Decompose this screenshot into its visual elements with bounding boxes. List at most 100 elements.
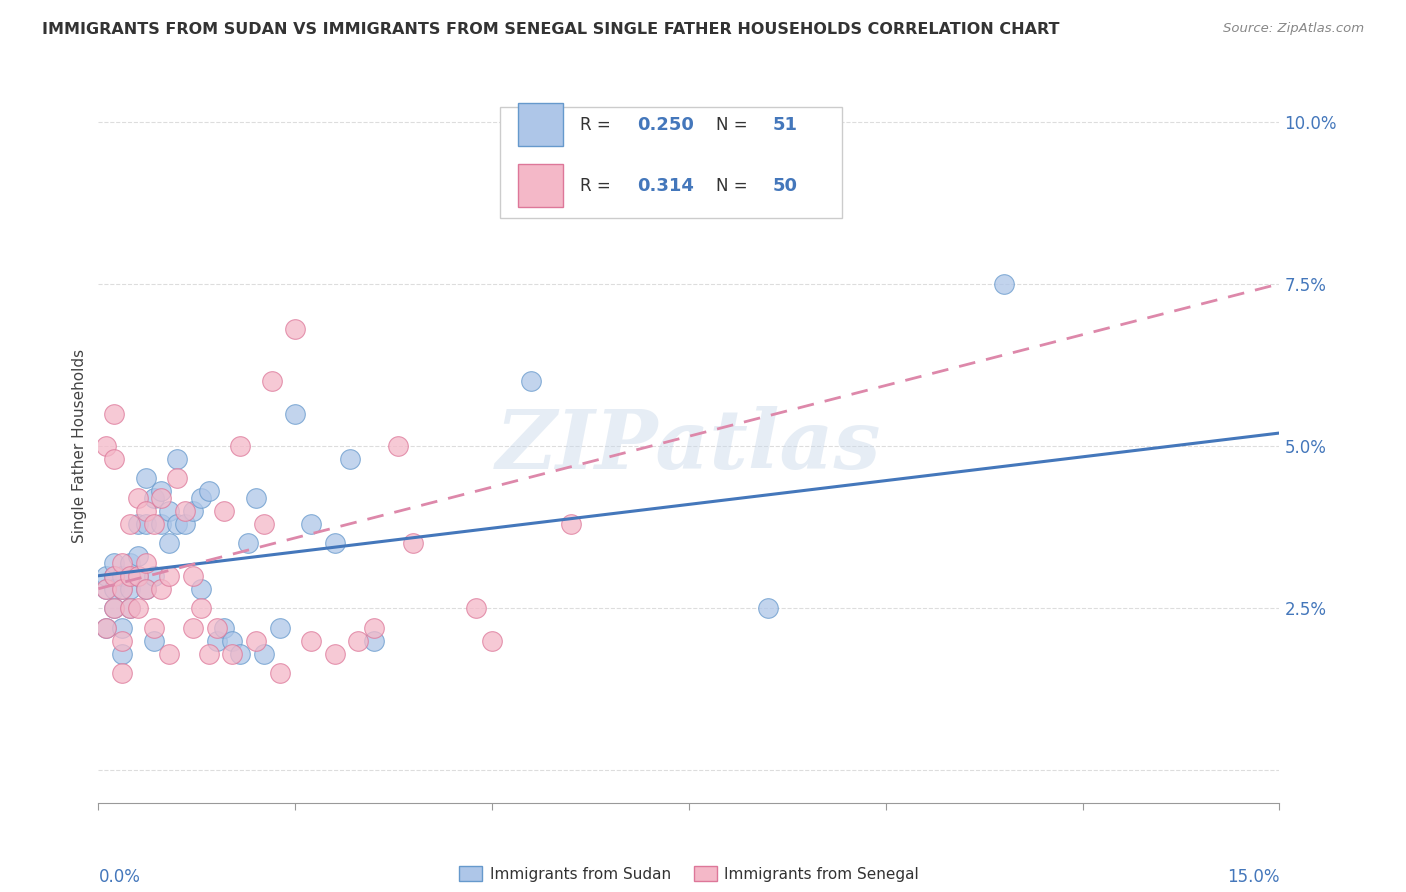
Point [481,633,503,648]
Point [756,601,779,615]
Point [135,504,157,518]
Point [103,601,125,615]
Point [96,582,118,596]
Point [560,516,582,531]
Point [118,556,141,570]
Point [111,582,134,596]
Point [103,601,125,615]
Point [127,568,149,582]
Point [197,647,219,661]
Point [118,582,141,596]
Point [229,647,252,661]
Point [197,484,219,499]
Point [111,666,134,681]
Point [166,516,188,531]
Point [253,516,276,531]
Point [96,568,118,582]
Point [118,516,141,531]
Point [111,633,134,648]
Point [127,601,149,615]
Point [214,621,236,635]
Point [111,556,134,570]
Point [118,568,141,582]
Point [157,568,180,582]
Point [236,536,259,550]
Point [135,582,157,596]
Point [103,568,125,582]
Point [260,374,283,388]
Point [135,582,157,596]
Point [387,439,409,453]
Point [181,504,204,518]
Point [142,633,165,648]
Point [465,601,488,615]
Text: 0.250: 0.250 [637,116,693,134]
Point [103,407,125,421]
Text: R =: R = [581,116,616,134]
Point [127,516,149,531]
Point [142,568,165,582]
Point [284,322,307,336]
Point [221,647,243,661]
Point [299,516,322,531]
Text: ZIPatlas: ZIPatlas [496,406,882,486]
Point [520,374,543,388]
Point [993,277,1015,291]
Point [284,407,307,421]
Point [142,491,165,505]
Point [118,601,141,615]
Point [190,601,212,615]
Point [135,471,157,485]
Text: N =: N = [716,177,754,194]
Point [96,582,118,596]
Point [190,491,212,505]
Point [111,647,134,661]
Point [363,633,385,648]
Point [111,621,134,635]
Legend: Immigrants from Sudan, Immigrants from Senegal: Immigrants from Sudan, Immigrants from S… [453,860,925,888]
Point [142,516,165,531]
Point [150,516,173,531]
FancyBboxPatch shape [517,103,562,146]
Point [339,452,361,467]
Point [127,491,149,505]
Text: N =: N = [716,116,754,134]
Point [269,621,291,635]
Point [269,666,291,681]
Point [103,556,125,570]
Point [127,549,149,564]
FancyBboxPatch shape [517,164,562,207]
Text: IMMIGRANTS FROM SUDAN VS IMMIGRANTS FROM SENEGAL SINGLE FATHER HOUSEHOLDS CORREL: IMMIGRANTS FROM SUDAN VS IMMIGRANTS FROM… [42,22,1060,37]
Point [347,633,370,648]
Point [402,536,425,550]
Point [299,633,322,648]
Point [221,633,243,648]
Text: Source: ZipAtlas.com: Source: ZipAtlas.com [1223,22,1364,36]
Point [205,633,228,648]
Point [118,568,141,582]
Point [174,516,197,531]
Y-axis label: Single Father Households: Single Father Households [72,349,87,543]
Point [103,582,125,596]
Point [166,471,188,485]
FancyBboxPatch shape [501,107,842,218]
Point [111,568,134,582]
Point [135,516,157,531]
Text: 51: 51 [773,116,797,134]
Point [150,491,173,505]
Point [190,582,212,596]
Text: 0.0%: 0.0% [98,868,141,886]
Point [96,621,118,635]
Point [363,621,385,635]
Point [103,452,125,467]
Point [205,621,228,635]
Point [181,568,204,582]
Point [174,504,197,518]
Point [323,536,346,550]
Point [103,568,125,582]
Point [229,439,252,453]
Point [245,633,267,648]
Point [253,647,276,661]
Point [157,536,180,550]
Point [245,491,267,505]
